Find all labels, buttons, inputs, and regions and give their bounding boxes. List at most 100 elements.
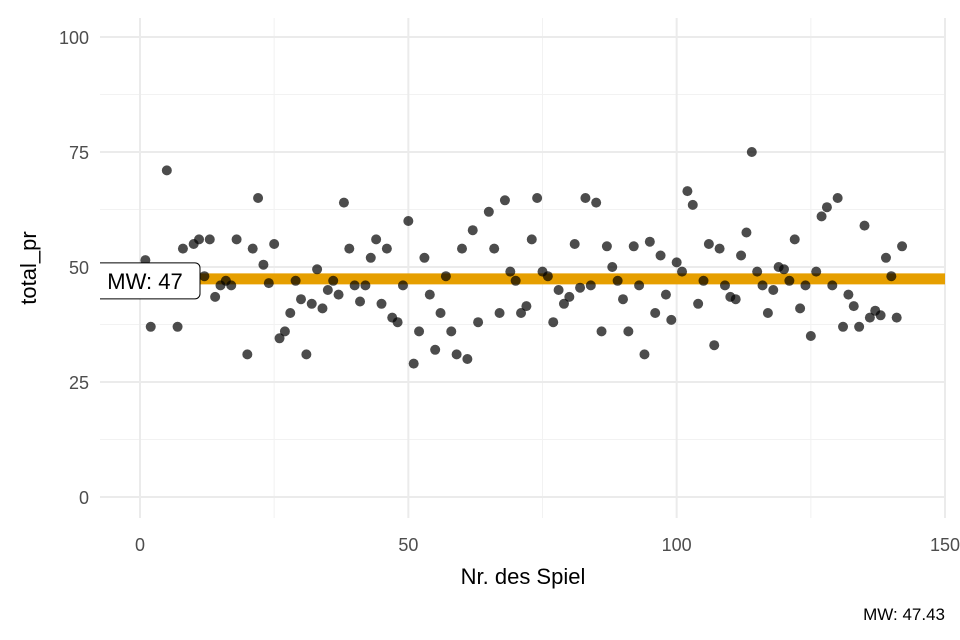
data-point [564,291,575,302]
data-point [730,294,741,305]
data-point [435,308,446,318]
data-point [746,147,757,157]
data-point [821,202,832,213]
data-point [473,317,484,328]
data-point [462,354,473,364]
data-point [403,216,414,226]
data-point [247,243,258,254]
data-point [891,312,902,323]
data-point [360,280,371,291]
data-point [301,349,312,360]
data-point [328,275,339,286]
data-point [226,280,237,291]
data-point [693,298,704,309]
data-point [381,243,392,254]
x-axis-ticks: 0 50 100 150 [135,535,960,555]
data-point [736,250,747,261]
data-point [827,280,838,291]
data-point [274,333,285,344]
data-point [789,234,800,245]
data-point [451,349,462,360]
data-point [634,280,645,291]
data-point [253,193,264,203]
data-point [312,264,323,275]
chart-caption: MW: 47.43 [863,605,945,624]
x-tick-label: 150 [930,535,960,555]
data-point [660,289,671,300]
data-point [811,266,822,277]
x-tick-label: 100 [662,535,692,555]
y-axis-ticks: 0 25 50 75 100 [59,28,89,508]
major-gridlines [100,18,946,518]
data-point [859,220,870,231]
data-point [779,264,789,275]
data-point [784,275,795,286]
data-point [768,285,779,295]
data-point [628,241,639,252]
data-point [714,243,725,254]
data-point [757,280,768,291]
data-point [542,271,553,282]
data-point [483,206,494,217]
data-point [296,294,306,305]
y-tick-label: 50 [69,258,89,278]
data-point [172,321,183,332]
data-point [231,234,242,245]
x-tick-label: 0 [135,535,145,555]
data-point [800,280,811,291]
data-point [499,195,510,206]
data-point [408,358,419,369]
data-point [601,241,612,252]
data-point [430,344,441,355]
minor-gridlines [100,18,945,518]
y-tick-label: 0 [79,488,89,508]
data-point [210,291,221,302]
data-point [532,193,543,203]
data-point [848,301,859,312]
data-point [263,278,274,289]
data-point [671,257,682,268]
data-point [618,294,628,305]
data-point [397,280,408,291]
data-point [596,326,607,337]
data-point [580,193,591,203]
data-point [623,326,634,337]
data-point [607,262,618,272]
data-point [467,225,478,236]
data-point [655,250,666,261]
mean-label-text: MW: 47 [107,269,182,294]
data-point [344,243,355,254]
data-point [548,317,559,328]
data-point [897,241,908,252]
data-point [290,275,301,286]
data-point [161,165,172,176]
data-point [843,289,854,300]
data-point [569,239,580,249]
data-point [489,243,500,254]
data-point [242,349,253,360]
data-point [805,331,816,341]
data-point [306,298,317,309]
data-point [505,266,516,277]
data-point [285,308,296,318]
data-point [279,326,290,337]
data-point [414,326,425,337]
data-point [145,321,156,332]
data-point [687,199,698,210]
data-point [795,303,806,314]
data-point [875,310,886,321]
data-point [698,275,709,286]
x-axis-title: Nr. des Spiel [461,564,586,589]
y-axis-title: total_pr [16,231,41,304]
data-point [333,289,344,300]
data-points [140,147,908,369]
data-point [526,234,537,245]
data-point [719,280,730,291]
y-tick-label: 100 [59,28,89,48]
data-point [365,252,376,263]
data-point [553,285,564,295]
data-point [494,308,505,318]
data-point [880,252,891,263]
data-point [752,266,763,277]
